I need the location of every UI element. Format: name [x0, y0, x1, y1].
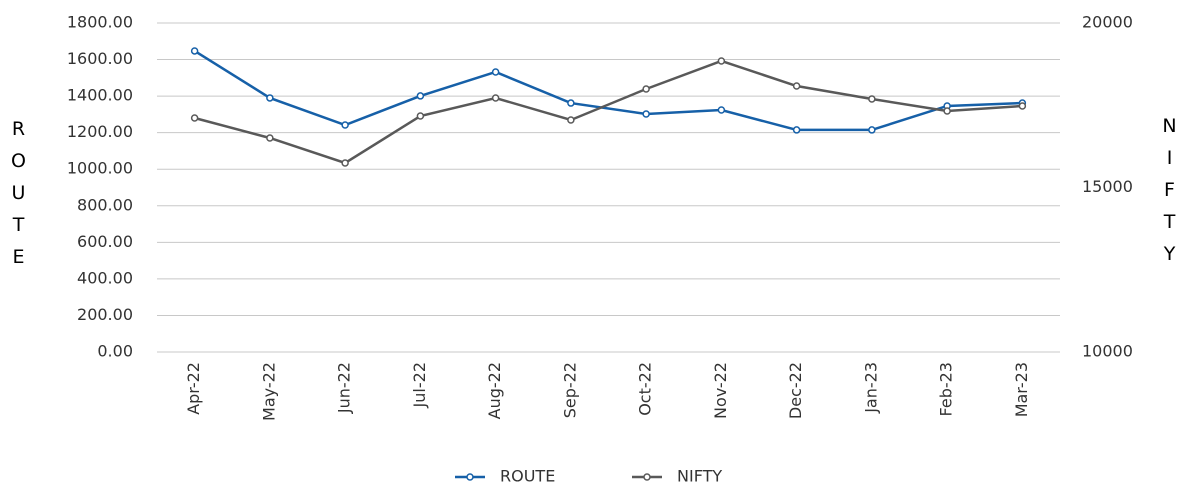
legend-label: ROUTE	[500, 467, 555, 486]
x-tick-label: Jun-22	[335, 362, 354, 414]
legend-marker	[466, 473, 474, 481]
data-point	[491, 68, 500, 76]
y-tick-label: 800.00	[77, 195, 133, 214]
legend-label: NIFTY	[677, 467, 722, 486]
data-point	[1018, 102, 1027, 110]
data-point	[190, 47, 199, 55]
x-tick-label: Aug-22	[485, 362, 504, 419]
y-tick-label: 1000.00	[67, 159, 133, 178]
x-tick-label: Oct-22	[636, 362, 655, 416]
data-point	[416, 92, 425, 100]
data-point	[416, 112, 425, 120]
x-tick-label: Jan-23	[861, 362, 880, 414]
data-point	[717, 57, 726, 65]
data-point	[491, 94, 500, 102]
data-point	[341, 159, 349, 167]
data-point	[868, 126, 876, 134]
data-point	[792, 126, 801, 134]
y-tick-label: 1200.00	[67, 122, 133, 141]
series-line	[193, 49, 1023, 132]
data-point	[868, 95, 876, 103]
y-tick-label: 1800.00	[67, 13, 133, 32]
data-point	[567, 99, 575, 107]
y-tick-label: 1600.00	[67, 49, 133, 68]
data-point	[717, 106, 726, 114]
x-tick-label: Apr-22	[184, 362, 203, 415]
data-point	[266, 134, 274, 142]
x-tick-label: Feb-23	[937, 362, 956, 416]
y-tick-label: 200.00	[77, 305, 133, 324]
y2-axis-title: NIFTY	[1159, 115, 1179, 275]
series-line	[194, 59, 1023, 165]
data-point	[642, 110, 650, 118]
y-tick-label: 1400.00	[67, 86, 133, 105]
data-point	[792, 82, 801, 90]
y-axis-title: ROUTE	[8, 118, 30, 278]
data-point	[190, 114, 199, 122]
legend-marker	[643, 473, 651, 481]
y-tick-label: 400.00	[77, 268, 133, 287]
x-tick-label: Jul-22	[410, 362, 429, 408]
data-point	[341, 121, 349, 129]
y2-tick-label: 20000	[1082, 13, 1133, 32]
data-point	[567, 116, 575, 124]
y2-tick-label: 10000	[1082, 342, 1133, 361]
y-tick-label: 600.00	[77, 232, 133, 251]
data-point	[943, 107, 951, 115]
x-tick-label: Sep-22	[560, 362, 579, 418]
x-tick-label: May-22	[259, 362, 278, 421]
x-tick-label: Nov-22	[711, 362, 730, 419]
x-tick-label: Mar-23	[1012, 362, 1031, 417]
y2-tick-label: 15000	[1082, 177, 1133, 196]
x-tick-label: Dec-22	[786, 362, 805, 419]
data-point	[642, 85, 650, 93]
data-point	[266, 94, 274, 102]
y-tick-label: 0.00	[97, 342, 133, 361]
